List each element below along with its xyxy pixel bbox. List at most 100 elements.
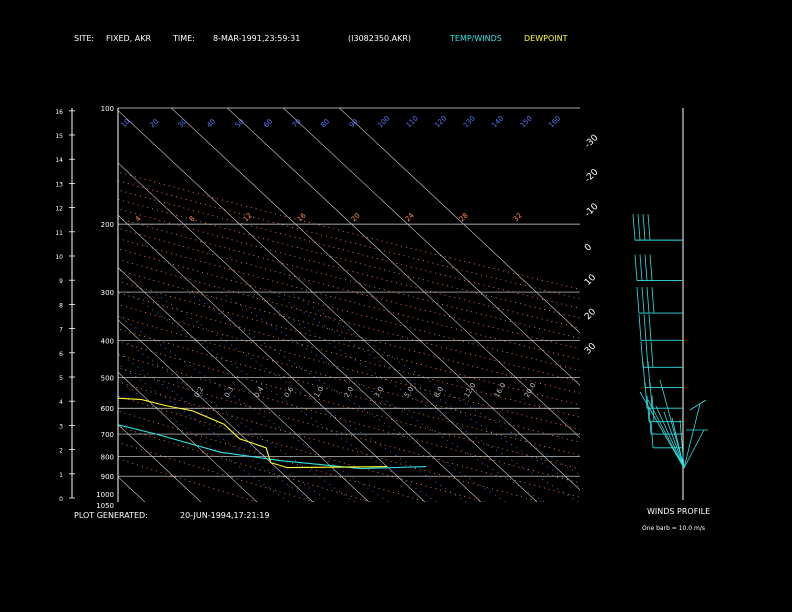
isotherm-line — [118, 319, 314, 502]
site-label: SITE: — [74, 34, 94, 43]
wind-barb — [639, 254, 643, 281]
header: SITE: FIXED, AKR TIME: 8-MAR-1991,23:59:… — [74, 34, 568, 43]
mixing-label-low: 0.6 — [283, 385, 296, 399]
isotherm-label-right: 30 — [583, 341, 598, 356]
isotherm-label-right: -10 — [583, 202, 601, 220]
mixing-ratio-line — [118, 363, 313, 502]
wind-barb — [650, 421, 654, 448]
mixing-label: 100 — [376, 114, 391, 129]
wind-barb — [651, 287, 655, 314]
mixing-label: 130 — [462, 114, 477, 129]
mixing-ratio-line — [289, 291, 580, 476]
isotherm-line — [283, 108, 580, 386]
dry-adiabat-line — [118, 198, 580, 319]
pressure-label: 400 — [101, 337, 114, 345]
wind-barb — [647, 214, 651, 241]
isotherm-label-right: -30 — [583, 133, 601, 151]
adiabat-label: 4 — [134, 214, 143, 223]
mixing-label-low: 1.0 — [313, 385, 325, 399]
wind-barb-lower — [689, 399, 707, 411]
pressure-label: 800 — [101, 453, 114, 461]
height-label: 3 — [59, 423, 63, 430]
height-label: 15 — [55, 133, 63, 140]
wind-barb-lower — [683, 403, 701, 469]
dry-adiabat-line — [118, 258, 580, 383]
dry-adiabat-line — [118, 180, 580, 300]
wind-barb — [648, 314, 652, 341]
wind-barb — [632, 214, 636, 241]
wind-barb — [649, 254, 653, 281]
adiabat-label: 8 — [188, 215, 197, 224]
dry-adiabat-line — [118, 316, 580, 443]
dry-adiabat-line — [118, 458, 258, 502]
dry-adiabat-line — [118, 292, 580, 418]
dry-adiabat-line — [118, 341, 580, 470]
mixing-ratio-line — [118, 335, 356, 502]
temperature-line — [118, 424, 427, 470]
wind-barb-lower — [683, 429, 705, 469]
isotherm-line — [171, 108, 580, 491]
isotherm-line — [0, 108, 33, 502]
dry-adiabat-line — [118, 269, 580, 394]
mixing-ratio-line — [250, 291, 579, 502]
mixing-label: 60 — [262, 117, 274, 129]
height-label: 6 — [59, 351, 63, 358]
height-label: 4 — [59, 399, 63, 406]
dry-adiabat-line — [118, 238, 580, 360]
isotherm-label-right: -20 — [583, 167, 601, 185]
height-label: 16 — [55, 109, 63, 116]
mixing-label-low: 0.2 — [193, 385, 205, 399]
isotherm-line — [118, 110, 538, 502]
mixing-ratio-line — [118, 314, 389, 502]
mixing-label: 40 — [205, 117, 217, 129]
mixing-label-low: 16.0 — [493, 381, 508, 399]
wind-barb — [636, 287, 640, 314]
mixing-label: 90 — [348, 117, 360, 129]
pressure-label: 100 — [101, 105, 114, 113]
legend-temp: TEMP/WINDS — [449, 34, 502, 43]
isotherm-lines — [0, 108, 580, 502]
adiabat-label: 12 — [242, 211, 254, 223]
height-label: 10 — [55, 254, 63, 261]
wind-barb — [646, 395, 650, 422]
mixing-label-low: 20.0 — [523, 381, 538, 399]
isotherm-line — [118, 214, 426, 502]
mixing-label-low: 8.0 — [433, 385, 445, 399]
wind-barb — [641, 287, 645, 314]
mixing-label: 10 — [120, 117, 132, 129]
height-label: 0 — [59, 496, 63, 503]
legend-dewpoint: DEWPOINT — [524, 34, 568, 43]
pressure-label: 900 — [101, 473, 114, 481]
wind-barb — [643, 314, 647, 341]
mixing-label: 80 — [319, 117, 331, 129]
height-label: 8 — [59, 302, 63, 309]
dry-adiabat-line — [118, 367, 580, 498]
adiabat-label: 20 — [350, 211, 362, 223]
site-value: FIXED, AKR — [106, 34, 151, 43]
mixing-label: 150 — [519, 114, 534, 129]
adiabat-label: 24 — [404, 211, 416, 223]
mixing-label-low: 0.3 — [223, 385, 235, 399]
wind-barb-lower — [663, 411, 685, 469]
mixing-ratio-line — [118, 379, 290, 502]
wind-barb — [648, 408, 652, 435]
isotherm-label-right: 20 — [583, 307, 598, 322]
pressure-label: 1000 — [96, 491, 114, 499]
isotherm-line — [0, 108, 89, 502]
dry-adiabat-line — [118, 171, 580, 290]
winds-profile-title: WINDS PROFILE — [647, 507, 710, 516]
axis-labels: 10020030040050060070080090010001050-110-… — [96, 105, 601, 510]
wind-barb — [645, 341, 649, 368]
isotherm-label-right: 0 — [583, 242, 594, 253]
wind-barb-lower — [659, 379, 685, 469]
dry-adiabat-line — [118, 410, 428, 502]
sounding-series — [118, 397, 427, 470]
height-label: 12 — [55, 206, 63, 213]
wind-barb-lower — [639, 391, 685, 469]
wind-barb-lower — [655, 405, 685, 469]
isotherm-line — [118, 424, 202, 502]
footer: PLOT GENERATED: 20-JUN-1994,17:21:19 WIN… — [74, 507, 710, 532]
mixing-label-low: 5.0 — [403, 385, 415, 399]
